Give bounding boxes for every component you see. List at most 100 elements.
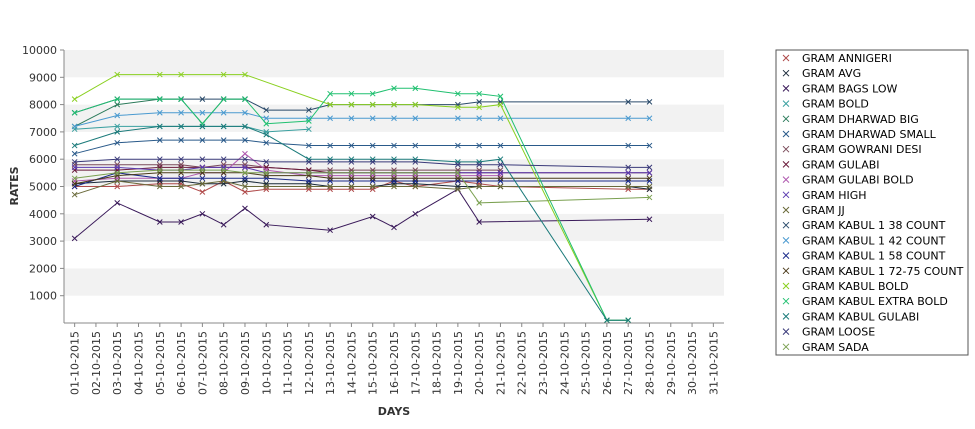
- data-point: [156, 109, 163, 116]
- x-tick-label: 01-10-2015: [69, 331, 82, 395]
- grid-band: [64, 241, 724, 269]
- x-tick-label: 25-10-2015: [580, 331, 593, 395]
- x-tick-label: 08-10-2015: [218, 331, 231, 395]
- legend-entry: GRAM KABUL 1 42 COUNT: [802, 234, 946, 247]
- data-point: [476, 115, 483, 122]
- legend-marker: [782, 343, 790, 351]
- data-point: [305, 183, 312, 190]
- legend-entry: GRAM DHARWAD BIG: [802, 113, 919, 126]
- data-point: [476, 161, 483, 168]
- x-tick-label: 28-10-2015: [643, 331, 656, 395]
- x-tick-label: 20-10-2015: [473, 331, 486, 395]
- data-point: [646, 164, 653, 171]
- series-gram-kabul-extra-bold: [71, 85, 632, 324]
- y-tick-label: 10000: [22, 44, 57, 57]
- data-point: [71, 142, 78, 149]
- data-point: [327, 90, 333, 97]
- data-point: [412, 159, 419, 165]
- data-point: [348, 183, 355, 190]
- legend-marker: [782, 252, 790, 259]
- data-point: [305, 107, 312, 113]
- data-point: [114, 200, 121, 206]
- data-point: [646, 169, 653, 176]
- data-point: [497, 156, 504, 163]
- data-point: [391, 85, 397, 92]
- data-point: [625, 142, 632, 149]
- legend-marker: [782, 145, 790, 153]
- data-point: [242, 175, 248, 182]
- data-point: [199, 123, 206, 130]
- data-point: [412, 210, 419, 217]
- x-tick-label: 19-10-2015: [452, 331, 465, 395]
- data-point: [348, 90, 355, 97]
- data-point: [455, 90, 461, 97]
- data-point: [369, 115, 376, 122]
- data-point: [220, 96, 227, 102]
- data-point: [369, 142, 376, 149]
- x-tick-label: 10-10-2015: [260, 331, 273, 395]
- data-point: [114, 169, 121, 176]
- data-point: [369, 90, 376, 97]
- x-ticks: 01-10-2015 02-10-2015 03-10-2015 04-10-2015…: [69, 323, 720, 395]
- data-point: [348, 101, 355, 108]
- x-tick-label: 21-10-2015: [494, 331, 507, 395]
- data-point: [327, 159, 333, 165]
- x-tick-label: 04-10-2015: [133, 331, 146, 395]
- y-tick-label: 8000: [29, 99, 57, 112]
- data-point: [455, 186, 461, 193]
- data-point: [625, 164, 632, 171]
- data-point: [178, 96, 184, 102]
- x-tick-label: 12-10-2015: [303, 331, 316, 395]
- data-point: [412, 175, 419, 182]
- data-point: [348, 169, 355, 176]
- data-point: [199, 210, 206, 217]
- data-point: [220, 137, 227, 143]
- data-point: [156, 96, 163, 102]
- data-point: [156, 71, 163, 78]
- x-tick-label: 17-10-2015: [409, 331, 422, 395]
- data-point: [476, 90, 483, 97]
- x-axis-title: DAYS: [378, 405, 411, 418]
- data-point: [646, 115, 653, 122]
- data-point: [391, 115, 397, 122]
- data-point: [327, 169, 333, 176]
- data-point: [369, 159, 376, 165]
- data-point: [242, 164, 248, 171]
- legend-entry: GRAM ANNIGERI: [802, 52, 892, 65]
- y-tick-label: 7000: [29, 126, 57, 139]
- data-point: [646, 183, 653, 190]
- data-point: [263, 159, 270, 165]
- data-point: [455, 169, 461, 176]
- y-tick-label: 5000: [29, 181, 57, 194]
- legend-marker: [782, 161, 790, 168]
- data-point: [71, 164, 78, 171]
- data-point: [369, 213, 376, 220]
- data-point: [71, 109, 78, 116]
- data-point: [625, 175, 632, 182]
- grid-band: [64, 268, 724, 296]
- data-point: [71, 123, 78, 130]
- data-point: [369, 101, 376, 108]
- data-point: [178, 123, 184, 130]
- data-point: [178, 156, 184, 163]
- legend-entry: GRAM DHARWAD SMALL: [802, 128, 937, 141]
- x-tick-label: 15-10-2015: [367, 331, 380, 395]
- data-point: [156, 123, 163, 130]
- legend-entry: GRAM LOOSE: [802, 326, 875, 339]
- data-point: [497, 101, 504, 108]
- data-point: [220, 109, 227, 116]
- data-point: [220, 167, 227, 173]
- series-gram-kabul-1-42-count: [71, 109, 653, 130]
- y-tick-label: 1000: [29, 290, 57, 303]
- data-point: [199, 189, 206, 195]
- data-point: [391, 224, 397, 231]
- data-point: [646, 216, 653, 223]
- series-gram-sada: [71, 167, 653, 206]
- data-point: [199, 96, 206, 102]
- series-gram-dharwad-small: [71, 137, 653, 157]
- data-point: [348, 159, 355, 165]
- y-tick-label: 3000: [29, 235, 57, 248]
- series-gram-loose: [71, 156, 653, 171]
- data-point: [391, 183, 397, 190]
- data-point: [263, 221, 270, 228]
